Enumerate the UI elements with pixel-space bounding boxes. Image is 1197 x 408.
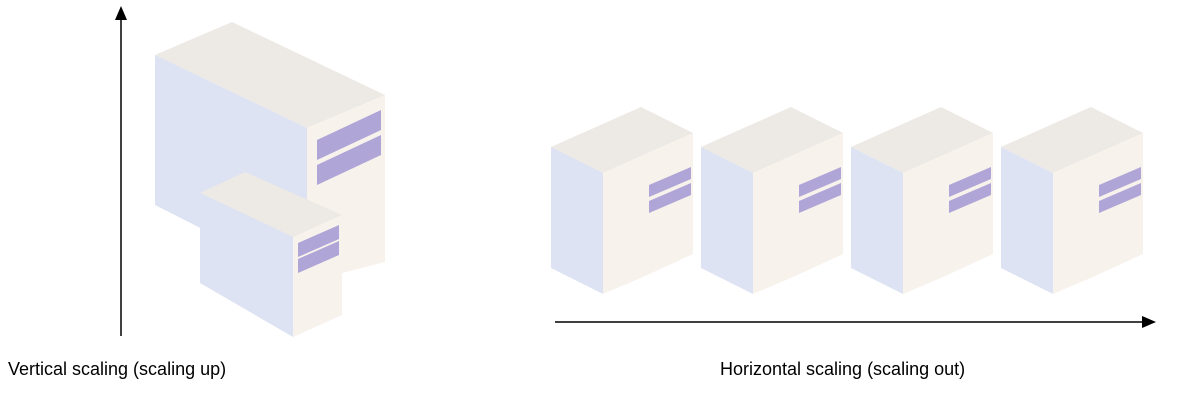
vertical-scaling-caption: Vertical scaling (scaling up)	[8, 359, 227, 379]
small-server-icon	[200, 172, 342, 337]
horizontal-server-icon-2	[701, 107, 843, 294]
horizontal-server-icon-3	[851, 107, 993, 294]
horizontal-server-icon-4	[1001, 107, 1143, 294]
horizontal-axis-arrow	[555, 316, 1156, 328]
vertical-axis-arrow	[115, 6, 127, 336]
horizontal-scaling-caption: Horizontal scaling (scaling out)	[720, 359, 966, 379]
horizontal-server-icon-1	[551, 107, 693, 294]
